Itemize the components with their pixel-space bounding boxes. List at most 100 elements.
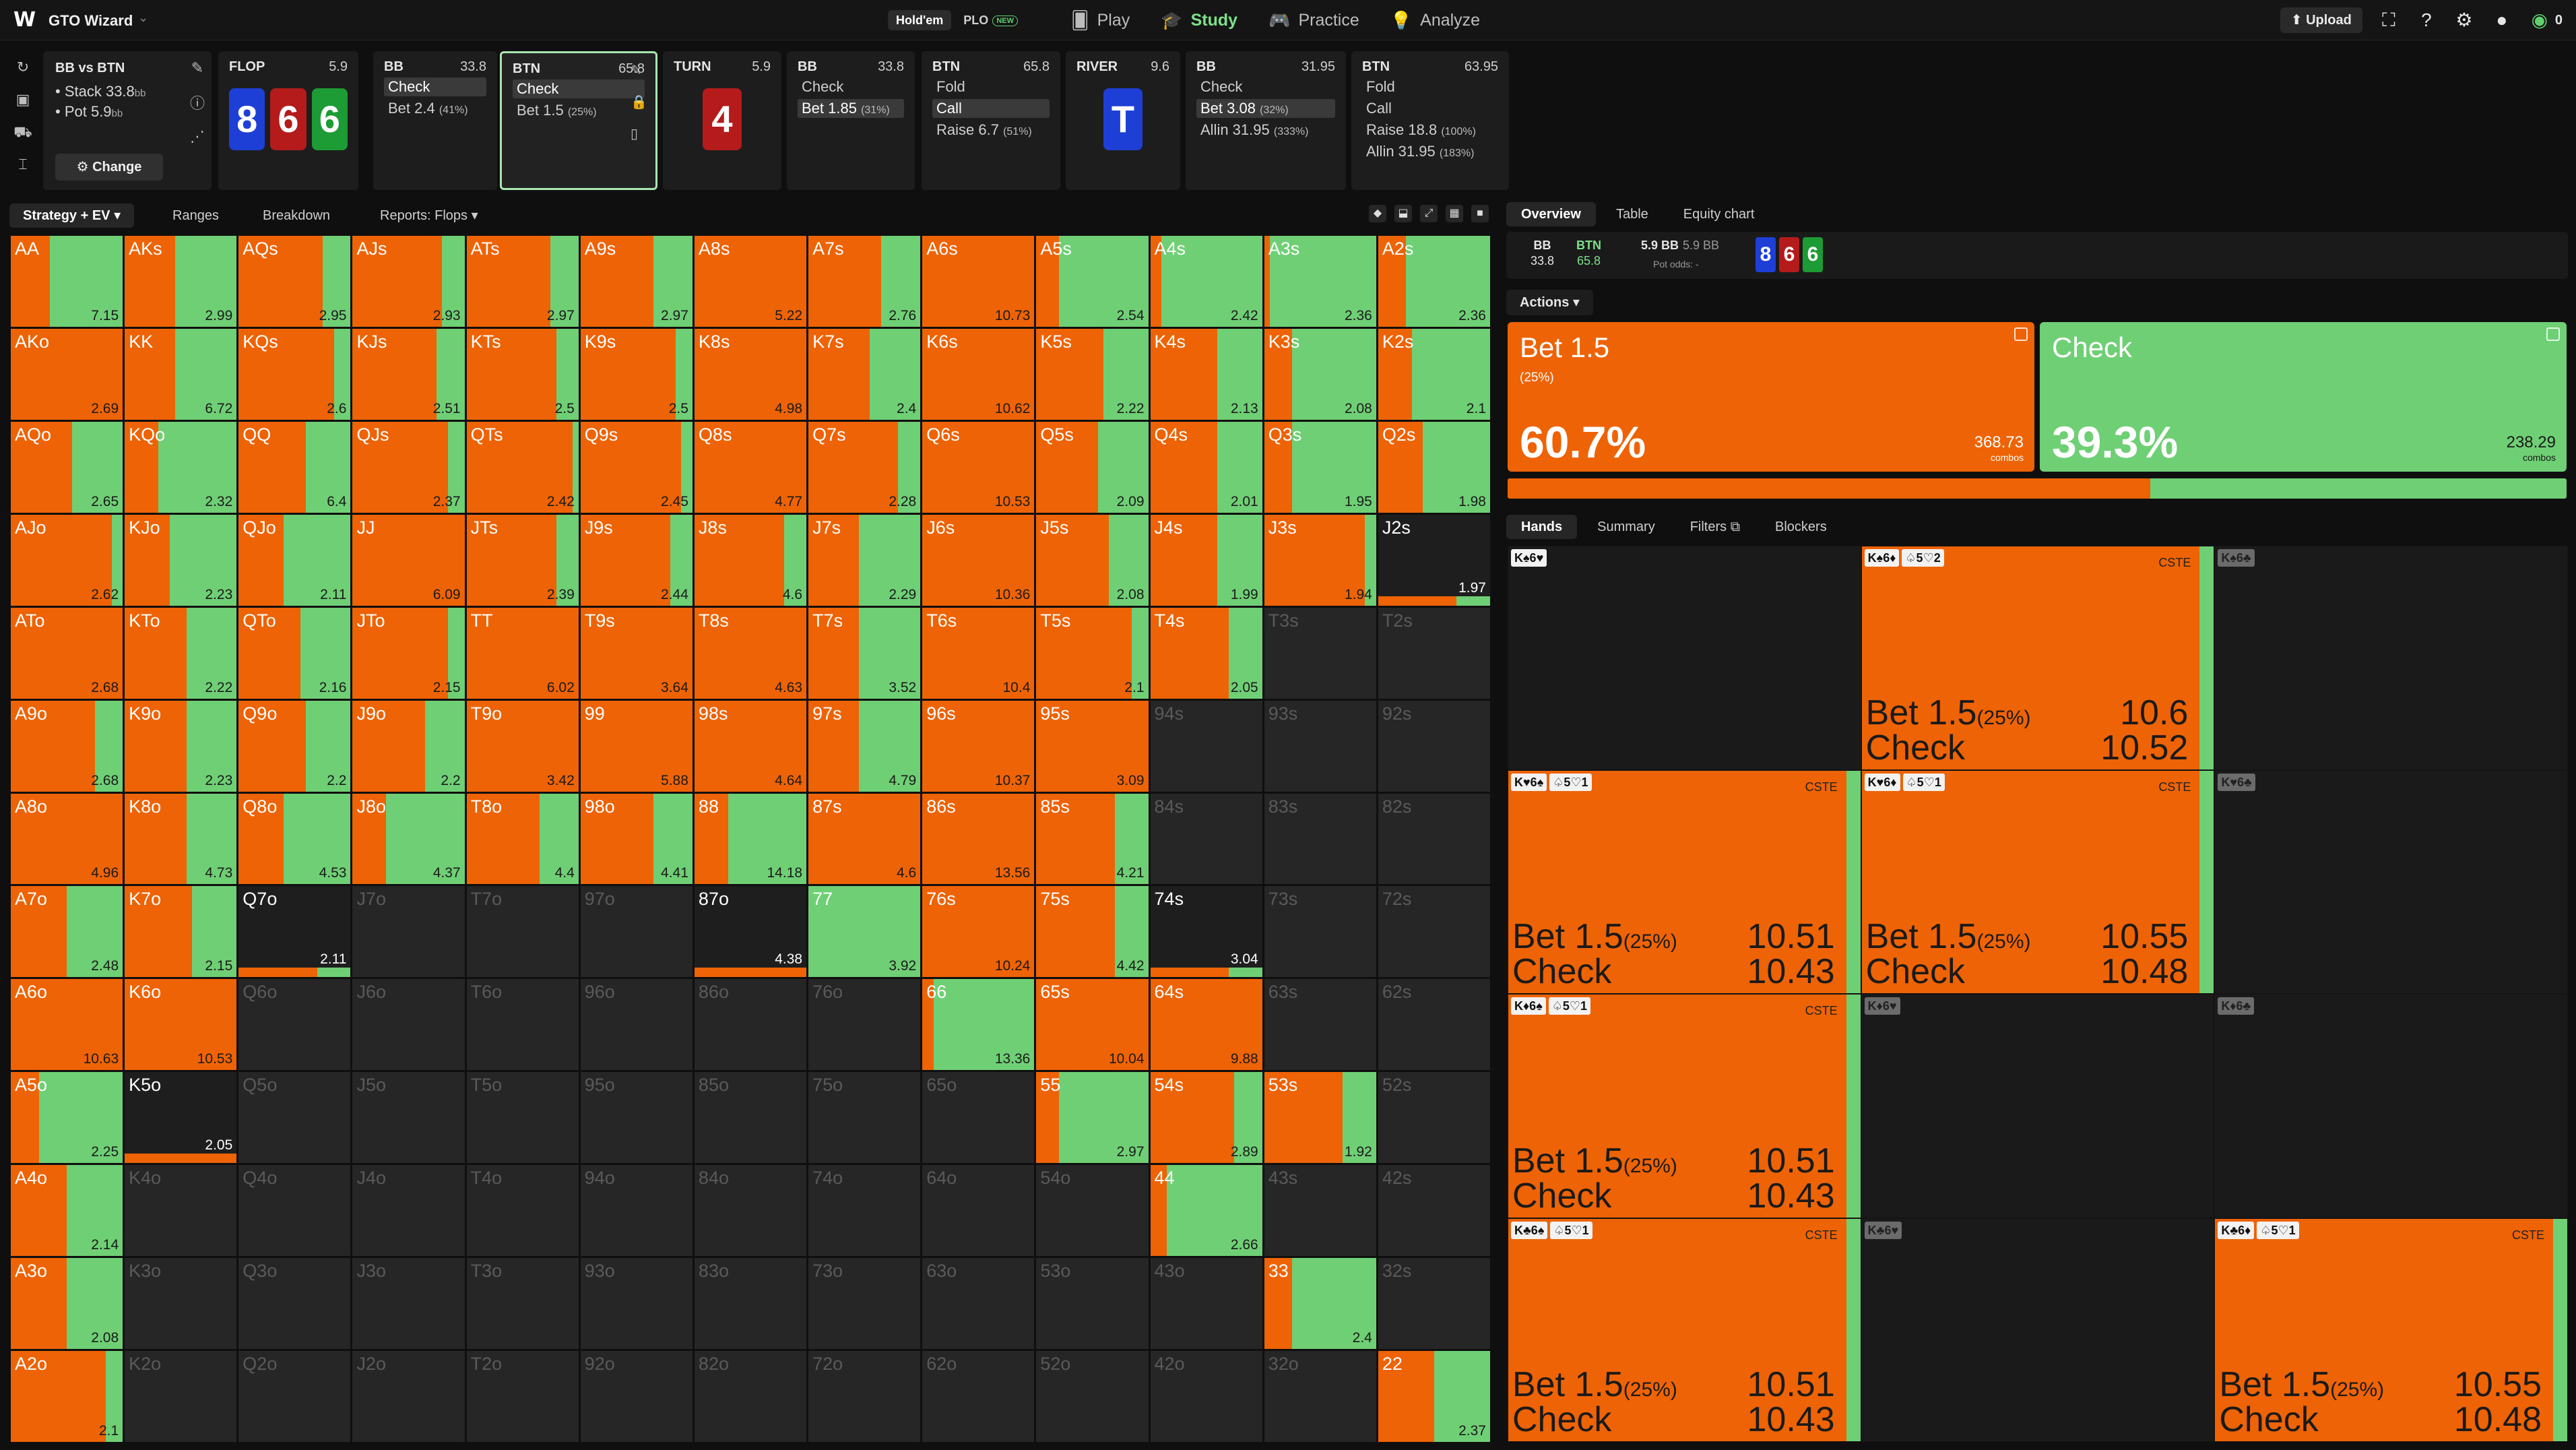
gear-icon[interactable]: ⚙ <box>2455 9 2473 30</box>
action-option[interactable]: Raise 18.8 (100%) <box>1362 121 1498 139</box>
hand-cell[interactable]: T5s 2.1 <box>1036 607 1149 699</box>
tab-strategy-ev[interactable]: Strategy + EV ▾ <box>9 203 135 228</box>
hand-cell[interactable]: K8s 4.98 <box>694 328 807 420</box>
hand-cell[interactable]: J7s 2.29 <box>808 514 921 606</box>
hand-cell[interactable]: K5o 2.05 <box>125 1072 237 1164</box>
hand-cell[interactable]: K9s 2.5 <box>580 328 693 420</box>
hand-cell[interactable]: A6s 10.73 <box>922 236 1035 327</box>
hand-cell[interactable]: KTs 2.5 <box>466 328 579 420</box>
tab-blockers[interactable]: Blockers <box>1760 515 1842 539</box>
hand-cell[interactable]: T5o <box>466 1072 579 1164</box>
tab-table[interactable]: Table <box>1601 202 1663 226</box>
hand-cell[interactable]: Q8s 4.77 <box>694 421 807 513</box>
hand-cell[interactable]: JJ 6.09 <box>352 514 465 606</box>
hand-cell[interactable]: 83o <box>694 1258 807 1350</box>
hand-cell[interactable]: 75s 4.42 <box>1036 886 1149 978</box>
hand-cell[interactable]: A7s 2.76 <box>808 236 921 327</box>
hand-cell[interactable]: QTs 2.42 <box>466 421 579 513</box>
hand-cell[interactable]: AJs 2.93 <box>352 236 465 327</box>
combo-cell[interactable]: K♣6♥ <box>1861 1218 2215 1442</box>
hand-cell[interactable]: 42s <box>1378 1165 1490 1257</box>
hand-cell[interactable]: K7s 2.4 <box>808 328 921 420</box>
tab-ranges[interactable]: Ranges <box>159 203 232 228</box>
expand-icon[interactable] <box>2014 327 2028 341</box>
action-option[interactable]: Fold <box>932 77 1050 96</box>
action-option[interactable]: Check <box>384 77 486 96</box>
hand-cell[interactable]: T8s 4.63 <box>694 607 807 699</box>
hand-cell[interactable]: K2s 2.1 <box>1378 328 1490 420</box>
hand-cell[interactable]: K4o <box>125 1165 237 1257</box>
upload-button[interactable]: ⬆ Upload <box>2280 7 2362 33</box>
hand-cell[interactable]: 64s 9.88 <box>1150 979 1262 1071</box>
hand-cell[interactable]: AQo 2.65 <box>11 421 123 513</box>
action-option[interactable]: Raise 6.7 (51%) <box>932 121 1050 139</box>
hand-cell[interactable]: Q5o <box>238 1072 351 1164</box>
hand-cell[interactable]: T9s 3.64 <box>580 607 693 699</box>
action-option[interactable]: Fold <box>1362 77 1498 96</box>
hand-cell[interactable]: Q3o <box>238 1258 351 1350</box>
btn-action-panel-1[interactable]: BTN 65.8 Check Bet 1.5 (25%) <box>500 51 657 190</box>
hand-cell[interactable]: AKo 2.69 <box>11 328 123 420</box>
hand-cell[interactable]: J5s 2.08 <box>1036 514 1149 606</box>
hand-cell[interactable]: KJo 2.23 <box>125 514 237 606</box>
hand-cell[interactable]: 72o <box>808 1351 921 1442</box>
combo-cell[interactable]: K♠6♦ ♤5♡2 CSTE Bet 1.5(25%) 10.6 Check 10.52 <box>1861 546 2215 770</box>
hand-cell[interactable]: 43s <box>1264 1165 1376 1257</box>
layers-icon[interactable]: ◆ <box>1369 205 1386 222</box>
game-mode-holdem[interactable]: Hold'em <box>888 10 952 30</box>
chevron-down-icon[interactable]: ⌄ <box>138 11 149 24</box>
hand-cell[interactable]: 52s <box>1378 1072 1490 1164</box>
hand-cell[interactable]: 44 2.66 <box>1150 1165 1262 1257</box>
hand-cell[interactable]: A5o 2.25 <box>11 1072 123 1164</box>
hand-cell[interactable]: J9s 2.44 <box>580 514 693 606</box>
nav-study[interactable]: 🎓 Study <box>1161 10 1237 31</box>
hand-cell[interactable]: T7s 3.52 <box>808 607 921 699</box>
hand-cell[interactable]: Q6o <box>238 979 351 1071</box>
hand-cell[interactable]: 87o 4.38 <box>694 886 807 978</box>
combo-cell[interactable]: K♥6♣ <box>2214 769 2568 994</box>
nav-play[interactable]: 🂠 Play <box>1071 10 1130 31</box>
hand-cell[interactable]: 84s <box>1150 793 1262 885</box>
hand-cell[interactable]: 32o <box>1264 1351 1376 1442</box>
hand-cell[interactable]: 92s <box>1378 700 1490 792</box>
hand-cell[interactable]: JTo 2.15 <box>352 607 465 699</box>
pencil-icon[interactable]: ✎ <box>631 63 642 78</box>
hand-cell[interactable]: ATs 2.97 <box>466 236 579 327</box>
hand-cell[interactable]: A5s 2.54 <box>1036 236 1149 327</box>
hand-cell[interactable]: K4s 2.13 <box>1150 328 1262 420</box>
hand-cell[interactable]: QJs 2.37 <box>352 421 465 513</box>
hand-cell[interactable]: 64o <box>922 1165 1035 1257</box>
hand-cell[interactable]: 73s <box>1264 886 1376 978</box>
hand-cell[interactable]: 74s 3.04 <box>1150 886 1262 978</box>
hand-cell[interactable]: 97o <box>580 886 693 978</box>
split-view-icon[interactable]: ⬓ <box>1394 205 1412 222</box>
bb-action-panel-2[interactable]: BB 33.8 Check Bet 1.85 (31%) <box>787 51 915 190</box>
hand-cell[interactable]: A4s 2.42 <box>1150 236 1262 327</box>
change-button[interactable]: ⚙ Change <box>55 154 163 181</box>
hand-cell[interactable]: TT 6.02 <box>466 607 579 699</box>
hand-cell[interactable]: A3s 2.36 <box>1264 236 1376 327</box>
hand-cell[interactable]: Q9o 2.2 <box>238 700 351 792</box>
hand-cell[interactable]: K7o 2.15 <box>125 886 237 978</box>
hand-cell[interactable]: QTo 2.16 <box>238 607 351 699</box>
hand-cell[interactable]: 98o 4.41 <box>580 793 693 885</box>
hand-cell[interactable]: JTs 2.39 <box>466 514 579 606</box>
hand-cell[interactable]: AA 7.15 <box>11 236 123 327</box>
hand-cell[interactable]: A2s 2.36 <box>1378 236 1490 327</box>
hand-cell[interactable]: 96s 10.37 <box>922 700 1035 792</box>
hand-cell[interactable]: T7o <box>466 886 579 978</box>
hand-cell[interactable]: K9o 2.23 <box>125 700 237 792</box>
hand-cell[interactable]: 72s <box>1378 886 1490 978</box>
hand-cell[interactable]: 82s <box>1378 793 1490 885</box>
hand-cell[interactable]: A8s 5.22 <box>694 236 807 327</box>
hand-cell[interactable]: 43o <box>1150 1258 1262 1350</box>
hand-cell[interactable]: QQ 6.4 <box>238 421 351 513</box>
turn-panel[interactable]: TURN 5.9 4 <box>663 51 781 190</box>
hand-cell[interactable]: 63o <box>922 1258 1035 1350</box>
hand-cell[interactable]: KK 6.72 <box>125 328 237 420</box>
hand-cell[interactable]: KTo 2.22 <box>125 607 237 699</box>
river-panel[interactable]: RIVER 9.6 T <box>1066 51 1180 190</box>
hand-cell[interactable]: J6s 10.36 <box>922 514 1035 606</box>
hand-cell[interactable]: 85s 4.21 <box>1036 793 1149 885</box>
hand-cell[interactable]: 83s <box>1264 793 1376 885</box>
